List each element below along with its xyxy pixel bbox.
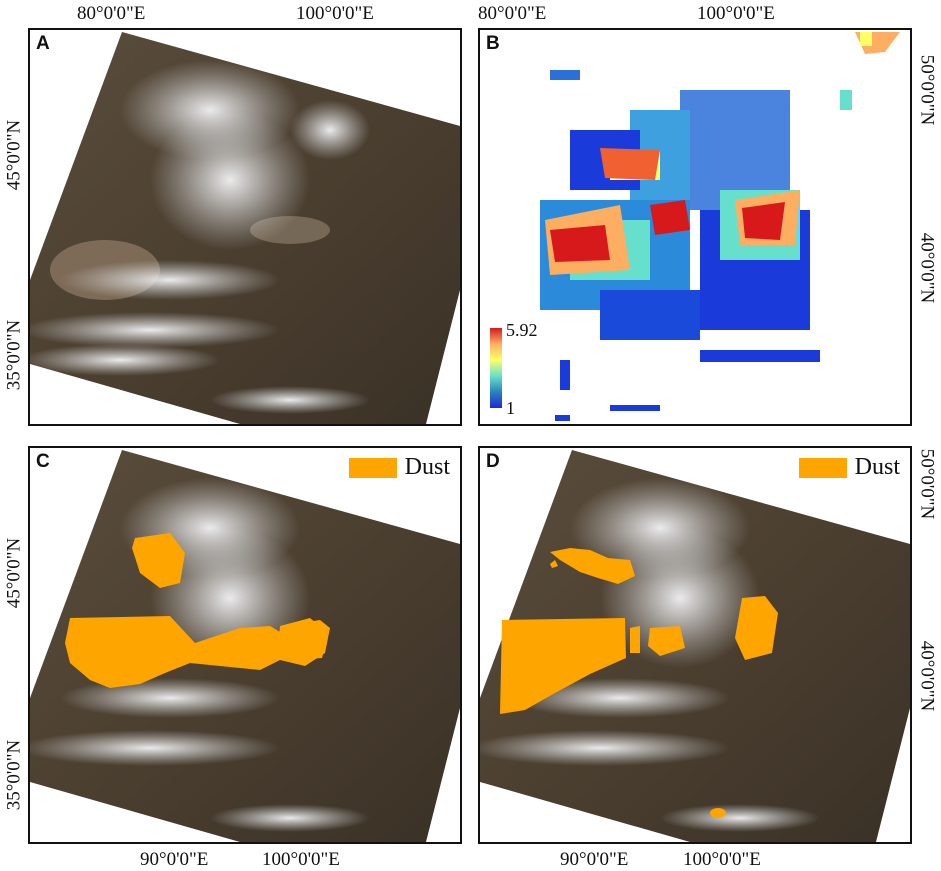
dust-mask [500,548,778,818]
tick-lat-40n-d: 40°0'0"N [916,640,938,712]
panel-label: D [486,451,500,472]
dust-legend-label: Dust [404,454,450,480]
panel-b-aod-map: B [478,28,912,426]
panel-label: C [36,451,50,472]
satellite-scene-a [30,32,460,424]
tick-lat-40n-b: 40°0'0"N [916,232,938,304]
dust-legend: Dust [348,454,450,481]
tick-bottom-100e-d: 100°0'0"E [683,849,761,870]
dust-mask [65,533,330,688]
tick-top-80e-b: 80°0'0"E [478,3,547,24]
satellite-scene-c [30,450,460,842]
tick-top-100e-a: 100°0'0"E [296,3,374,24]
tick-lat-35n-c: 35°0'0"N [3,739,25,811]
tick-bottom-90e-d: 90°0'0"E [560,849,629,870]
panel-d-dust-detection: D Dust [478,446,912,844]
aod-high-values [545,32,900,275]
panel-c-dust-detection: C Dust [28,446,462,844]
tick-lat-35n-a: 35°0'0"N [3,319,25,391]
tick-bottom-90e-c: 90°0'0"E [140,849,209,870]
dust-legend-label: Dust [854,454,900,480]
tick-top-80e-a: 80°0'0"E [77,3,146,24]
aod-raster [540,32,900,421]
colorbar [490,328,502,408]
colorbar-min-label: 1 [506,398,515,418]
dust-legend-swatch [798,457,847,478]
tick-bottom-100e-c: 100°0'0"E [262,849,340,870]
tick-lat-45n-c: 45°0'0"N [3,537,25,609]
dust-legend: Dust [798,454,900,481]
tick-lat-45n-a: 45°0'0"N [3,119,25,191]
dust-legend-swatch [348,457,397,478]
tick-top-100e-b: 100°0'0"E [697,3,775,24]
panel-label: A [36,33,50,54]
panel-label: B [486,33,500,54]
panel-a-satellite-image: A [28,28,462,426]
satellite-scene-d [480,450,910,842]
tick-lat-50n-b: 50°0'0"N [916,54,938,126]
colorbar-max-label: 5.92 [506,320,538,340]
tick-lat-50n-d: 50°0'0"N [916,448,938,520]
